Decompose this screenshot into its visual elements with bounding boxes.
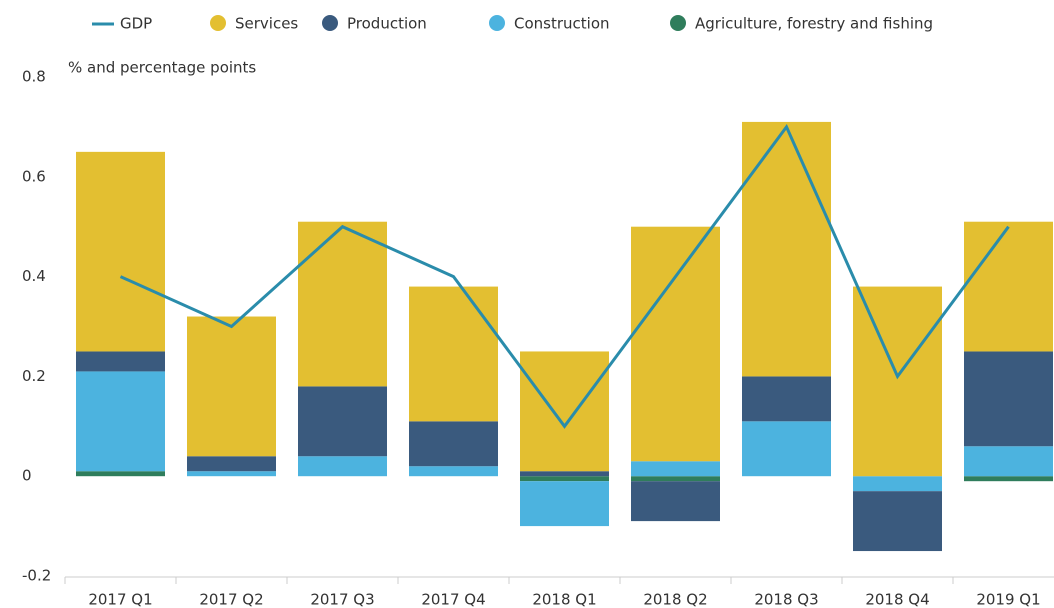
bar: [520, 471, 609, 477]
bar: [76, 471, 165, 477]
bar: [631, 476, 720, 482]
x-tick-label: 2018 Q2: [643, 591, 707, 608]
bar: [853, 286, 942, 477]
bar: [631, 226, 720, 462]
bar: [187, 456, 276, 472]
y-tick-label: 0.6: [22, 167, 46, 185]
bar: [631, 461, 720, 477]
y-tick-label: 0.4: [22, 267, 46, 285]
legend-label: GDP: [120, 15, 152, 33]
bar: [187, 316, 276, 457]
bar: [409, 421, 498, 467]
y-axis-label: % and percentage points: [68, 59, 256, 77]
y-tick-label: 0.2: [22, 367, 46, 385]
gdp-line: [119, 123, 1010, 429]
bar: [631, 481, 720, 522]
bar: [76, 371, 165, 472]
x-tick-label: 2018 Q4: [865, 591, 929, 608]
x-tick-label: 2017 Q1: [88, 591, 152, 608]
x-tick-label: 2017 Q4: [421, 591, 485, 608]
bar: [964, 446, 1053, 477]
bar: [742, 121, 831, 377]
bar: [76, 351, 165, 372]
legend-swatch: [210, 15, 226, 31]
bar: [298, 221, 387, 387]
bar: [520, 351, 609, 472]
bar: [853, 491, 942, 552]
bar: [853, 476, 942, 492]
y-tick-label: 0.8: [22, 68, 46, 86]
y-tick-label: 0: [22, 467, 32, 485]
legend-label: Services: [235, 15, 298, 33]
bar: [298, 386, 387, 457]
x-tick-label: 2019 Q1: [976, 591, 1040, 608]
legend-swatch: [670, 15, 686, 31]
legend-label: Construction: [514, 15, 610, 33]
bar: [964, 351, 1053, 447]
bar: [742, 421, 831, 477]
x-tick-label: 2017 Q2: [199, 591, 263, 608]
legend-swatch: [322, 15, 338, 31]
bar: [742, 376, 831, 422]
bar: [520, 476, 609, 482]
x-tick-label: 2017 Q3: [310, 591, 374, 608]
bar: [187, 471, 276, 477]
legend-swatch: [489, 15, 505, 31]
bar: [76, 151, 165, 352]
bar: [409, 286, 498, 422]
x-tick-label: 2018 Q1: [532, 591, 596, 608]
bar: [520, 481, 609, 527]
legend-label: Production: [347, 15, 427, 33]
bar: [964, 221, 1053, 352]
legend-label: Agriculture, forestry and fishing: [695, 15, 933, 33]
y-tick-label: -0.2: [22, 567, 51, 585]
bar: [964, 476, 1053, 482]
x-tick-label: 2018 Q3: [754, 591, 818, 608]
bar: [298, 456, 387, 477]
bar: [409, 466, 498, 477]
